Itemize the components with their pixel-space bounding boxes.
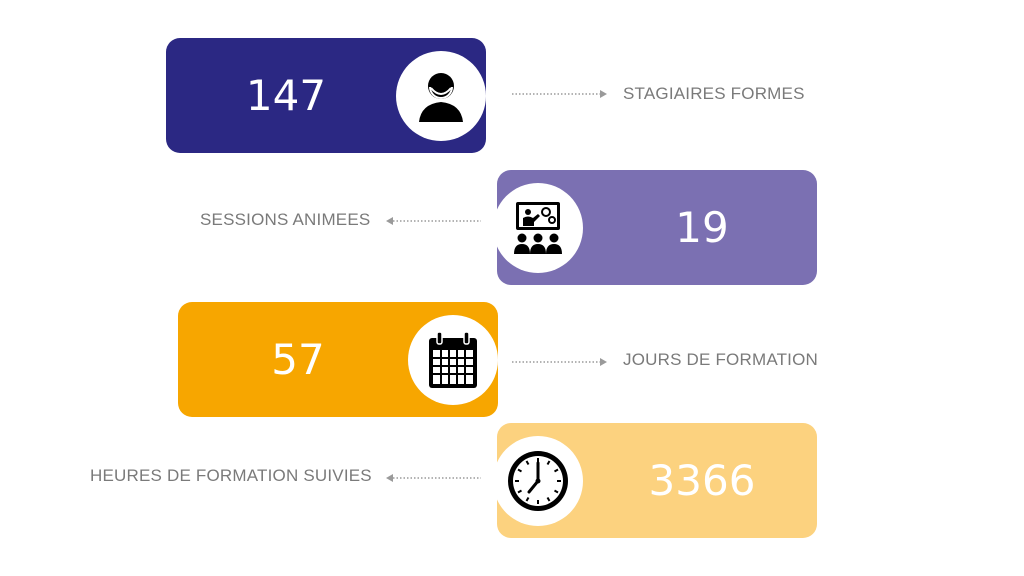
stat-value-days: 57 bbox=[271, 335, 325, 384]
stat-value-trainees: 147 bbox=[245, 71, 327, 120]
stat-card-sessions: 19 bbox=[497, 170, 817, 285]
stat-card-trainees: 147 bbox=[166, 38, 486, 153]
stat-card-days: 57 bbox=[178, 302, 498, 417]
stat-label-hours: HEURES DE FORMATION SUIVIES bbox=[90, 466, 372, 485]
stat-icon-circle bbox=[497, 182, 583, 273]
arrow-right-icon bbox=[512, 90, 607, 98]
presentation-icon bbox=[514, 201, 562, 254]
stat-label-days: JOURS DE FORMATION bbox=[623, 350, 819, 369]
arrow-left-icon bbox=[386, 474, 481, 482]
stat-icon-circle bbox=[408, 314, 498, 405]
stat-value-sessions: 19 bbox=[675, 203, 729, 252]
stat-value-hours: 3366 bbox=[648, 456, 756, 505]
trainee-icon bbox=[419, 72, 463, 122]
stat-icon-circle bbox=[396, 50, 486, 141]
clock-icon bbox=[508, 450, 568, 511]
calendar-icon bbox=[429, 330, 477, 388]
arrow-right-icon bbox=[512, 358, 607, 366]
stat-label-trainees: STAGIAIRES FORMES bbox=[623, 84, 805, 103]
stat-label-sessions: SESSIONS ANIMEES bbox=[200, 210, 371, 229]
stat-card-hours: 3366 bbox=[497, 423, 817, 538]
stat-icon-circle bbox=[497, 435, 583, 526]
arrow-left-icon bbox=[386, 217, 481, 225]
